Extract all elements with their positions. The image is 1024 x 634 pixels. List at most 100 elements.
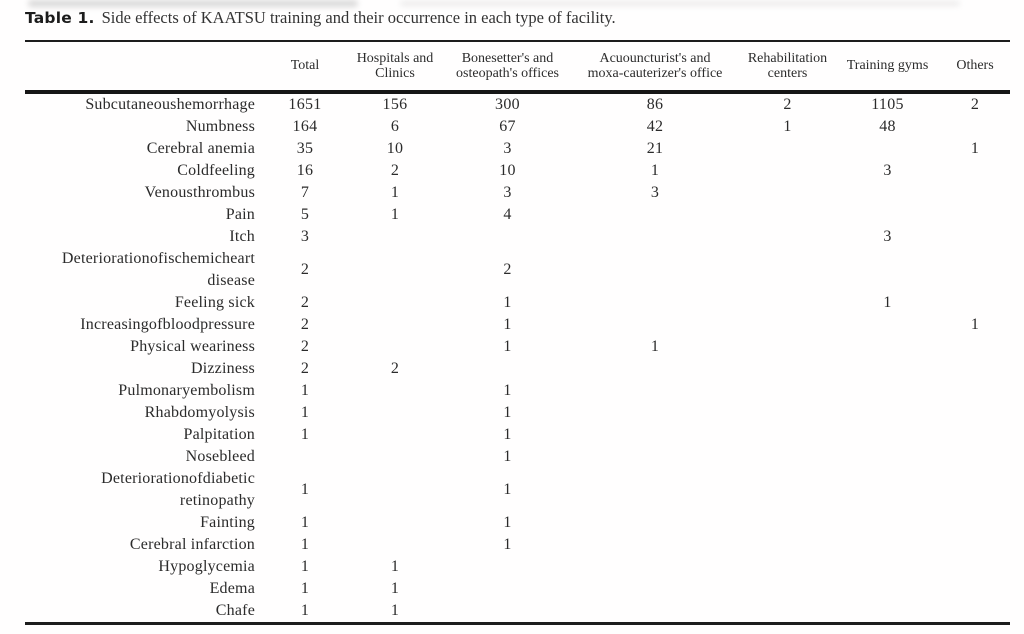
row-label: Physical weariness <box>130 338 255 355</box>
cell-value: 1 <box>503 426 512 443</box>
cell-value <box>835 446 940 468</box>
cell-value <box>940 248 1010 292</box>
cell-value: 16 <box>296 162 314 179</box>
cell-value: 1 <box>300 602 310 619</box>
cell-value <box>940 160 1010 182</box>
table-row: Cerebral infarction 1 1 <box>25 534 1010 556</box>
cell-value: 1 <box>503 481 512 498</box>
cell-value <box>570 424 740 446</box>
cell-value <box>570 204 740 226</box>
cell-value: 67 <box>499 118 516 135</box>
cell-value: 2 <box>970 96 980 113</box>
cell-value: 2 <box>300 360 310 377</box>
row-label: Venousthrombus <box>144 184 255 201</box>
cell-value: 1 <box>390 206 400 223</box>
table-row: Coldfeeling 16 2 10 1 3 <box>25 160 1010 182</box>
table-row: Edema 1 1 <box>25 578 1010 600</box>
cell-value <box>570 534 740 556</box>
cell-value: 1 <box>783 118 792 135</box>
cell-value: 1 <box>503 338 512 355</box>
cell-value <box>740 424 835 446</box>
cell-value: 48 <box>879 118 896 135</box>
column-header-others: Others <box>956 58 994 74</box>
cell-value <box>345 248 445 292</box>
row-label: Palpitation <box>183 426 255 443</box>
cell-value <box>445 578 570 600</box>
cell-value <box>570 292 740 314</box>
cell-value <box>940 204 1010 226</box>
cell-value <box>570 314 740 336</box>
row-label: Chafe <box>215 602 255 619</box>
cell-value: 3 <box>300 228 310 245</box>
cell-value <box>940 336 1010 358</box>
table-body: Subcutaneoushemorrhage 1651 156 300 86 2 1105 2… <box>25 92 1010 624</box>
row-label: Itch <box>229 228 255 245</box>
cell-value <box>445 600 570 624</box>
cell-value: 1 <box>300 536 310 553</box>
cell-value <box>570 380 740 402</box>
cell-value: 3 <box>503 184 512 201</box>
table-row: Dizziness 2 2 <box>25 358 1010 380</box>
cell-value: 2 <box>300 338 310 355</box>
header-row: Total Hospitals and Clinics Bonesetter's… <box>25 41 1010 92</box>
table-row: Nosebleed 1 <box>25 446 1010 468</box>
cell-value <box>740 160 835 182</box>
cell-value <box>740 578 835 600</box>
row-label: Rhabdomyolysis <box>144 404 255 421</box>
cell-value <box>740 600 835 624</box>
cell-value: 1 <box>503 536 512 553</box>
cell-value: 5 <box>300 206 310 223</box>
cell-value: 1 <box>650 162 660 179</box>
cell-value <box>570 556 740 578</box>
cell-value <box>345 512 445 534</box>
cell-value: 42 <box>646 118 664 135</box>
table-row: Rhabdomyolysis 1 1 <box>25 402 1010 424</box>
table-row: Increasingofbloodpressure 2 1 1 <box>25 314 1010 336</box>
cell-value <box>740 292 835 314</box>
cell-value <box>835 204 940 226</box>
cell-value: 2 <box>300 316 310 333</box>
row-label: Increasingofbloodpressure <box>80 316 255 333</box>
cell-value: 1 <box>503 316 512 333</box>
cell-value <box>835 424 940 446</box>
cell-value: 1 <box>300 481 310 498</box>
cell-value <box>740 446 835 468</box>
cell-value <box>740 336 835 358</box>
cell-value <box>740 248 835 292</box>
cell-value: 2 <box>503 261 512 278</box>
cell-value: 2 <box>783 96 792 113</box>
column-header-rehabilitation-centers: Rehabilitation centers <box>747 50 828 82</box>
cell-value <box>740 314 835 336</box>
column-header-bonesetters-osteopaths: Bonesetter's and osteopath's offices <box>456 50 559 82</box>
cell-value: 2 <box>390 360 400 377</box>
cell-value <box>345 534 445 556</box>
cell-value: 1 <box>300 580 310 597</box>
column-header-side-effect <box>25 41 265 92</box>
cell-value <box>940 292 1010 314</box>
column-header-total: Total <box>290 58 320 74</box>
cell-value: 300 <box>495 96 520 113</box>
cell-value <box>835 534 940 556</box>
cell-value <box>740 380 835 402</box>
cell-value <box>835 468 940 512</box>
cell-value <box>570 248 740 292</box>
table-row: Feeling sick 2 1 1 <box>25 292 1010 314</box>
cell-value: 2 <box>300 261 310 278</box>
cell-value: 3 <box>883 162 892 179</box>
cell-value <box>835 512 940 534</box>
cell-value: 1 <box>883 294 892 311</box>
cell-value: 1 <box>300 426 310 443</box>
row-label: Pain <box>225 206 255 223</box>
cell-value: 1 <box>390 184 400 201</box>
row-label: Cerebral anemia <box>146 140 255 157</box>
cell-value <box>835 380 940 402</box>
row-label: Numbness <box>185 118 255 135</box>
cell-value: 1 <box>503 404 512 421</box>
table-caption-label: Table 1. <box>25 9 95 27</box>
row-label: Cerebral infarction <box>129 536 255 553</box>
cell-value <box>570 358 740 380</box>
cell-value <box>570 600 740 624</box>
row-label: Nosebleed <box>185 448 255 465</box>
table-row: Hypoglycemia 1 1 <box>25 556 1010 578</box>
cell-value: 164 <box>292 118 318 135</box>
